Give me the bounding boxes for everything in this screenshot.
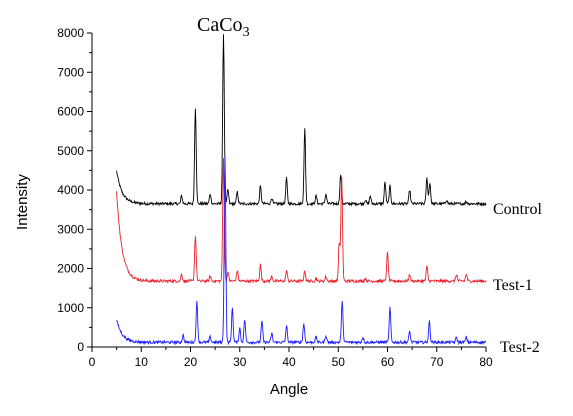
y-tick-label: 8000: [57, 26, 84, 40]
x-axis-title: Angle: [270, 381, 308, 398]
x-tick-label: 50: [332, 355, 346, 369]
series-line-test-2: [116, 155, 486, 346]
x-tick-label: 40: [282, 355, 296, 369]
y-tick-label: 6000: [57, 105, 84, 119]
y-tick-label: 1000: [57, 301, 84, 315]
series-line-control: [116, 34, 487, 207]
y-tick-label: 4000: [57, 183, 84, 197]
x-tick-label: 10: [135, 355, 149, 369]
caco3-annotation: CaCo3: [197, 14, 250, 40]
plot-area: [116, 34, 487, 346]
x-tick-label: 60: [381, 355, 395, 369]
x-tick-label: 0: [89, 355, 96, 369]
y-tick-label: 3000: [57, 222, 84, 236]
series-label-test-1: Test-1: [493, 277, 533, 294]
caco3-annotation-text: CaCo: [197, 14, 243, 36]
x-tick-label: 70: [430, 355, 444, 369]
y-tick-label: 2000: [57, 262, 84, 276]
x-tick-label: 20: [184, 355, 198, 369]
x-tick-label: 30: [233, 355, 247, 369]
y-tick-label: 0: [77, 340, 84, 354]
series-label-test-2: Test-2: [500, 339, 540, 356]
y-tick-label: 5000: [57, 144, 84, 158]
series-label-control: Control: [493, 201, 542, 218]
caco3-annotation-subscript: 3: [243, 25, 250, 40]
series-line-test-1: [116, 158, 487, 285]
y-axis-title: Intensity: [14, 174, 31, 230]
axes: 0 10 20 30 40 50 60 70 80 0 1000 2000 3000 4000 5000 60…: [57, 26, 493, 369]
x-tick-label: 80: [479, 355, 493, 369]
y-tick-label: 7000: [57, 65, 84, 79]
